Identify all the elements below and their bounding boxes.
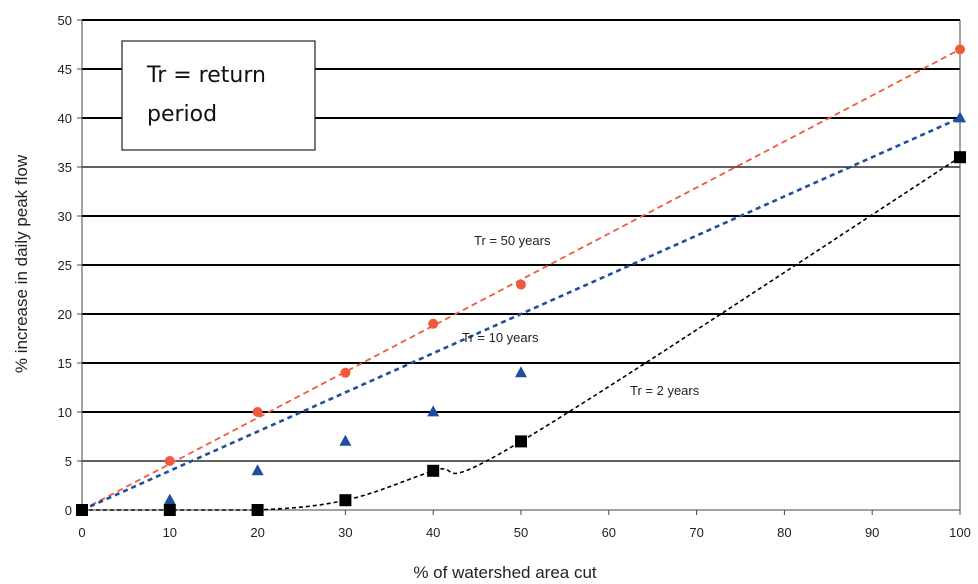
y-tick-label-40: 40 — [58, 111, 72, 126]
series-line-2 — [82, 156, 961, 511]
y-tick-label-5: 5 — [65, 454, 72, 469]
x-tick-label-60: 60 — [602, 525, 616, 540]
series-1 — [76, 111, 966, 515]
y-tick-label-50: 50 — [58, 13, 72, 28]
y-tick-label-45: 45 — [58, 62, 72, 77]
series-1-point-4 — [427, 405, 440, 417]
series-label-tr50: Tr = 50 years — [474, 233, 551, 248]
y-tick-label-15: 15 — [58, 356, 72, 371]
series-1-point-5 — [515, 366, 527, 378]
series-1-point-1 — [163, 493, 176, 505]
annotation-box: Tr = return period — [121, 40, 316, 151]
series-label-tr2: Tr = 2 years — [630, 383, 700, 398]
annotation-line-1: Tr = return — [146, 63, 266, 88]
series-line-1 — [81, 116, 961, 512]
x-tick-label-50: 50 — [514, 525, 528, 540]
series-2-point-3 — [339, 494, 352, 507]
series-2-point-1 — [163, 504, 176, 516]
y-tick-label-35: 35 — [58, 160, 72, 175]
series-2-point-6 — [954, 151, 966, 164]
x-tick-label-10: 10 — [163, 525, 177, 540]
series-1-point-2 — [251, 464, 264, 476]
series-0-point-1 — [164, 456, 175, 466]
x-tick-label-90: 90 — [865, 525, 879, 540]
y-tick-label-30: 30 — [58, 209, 72, 224]
series-2 — [76, 151, 966, 516]
y-tick-label-25: 25 — [58, 258, 72, 273]
x-axis-title: % of watershed area cut — [413, 563, 597, 582]
series-1-point-6 — [954, 111, 966, 123]
series-group — [76, 44, 966, 516]
x-tick-label-30: 30 — [338, 525, 352, 540]
y-tick-label-10: 10 — [58, 405, 72, 420]
series-label-tr10: Tr = 10 years — [462, 330, 539, 345]
series-0-point-2 — [252, 407, 263, 417]
series-1-point-3 — [339, 434, 352, 446]
y-tick-labels: 0 5 10 15 20 25 30 35 40 45 50 — [58, 13, 82, 518]
series-2-point-2 — [251, 504, 264, 516]
y-tick-label-0: 0 — [65, 503, 72, 518]
series-0-point-3 — [340, 367, 351, 378]
x-tick-labels: 0 10 20 30 40 50 60 70 80 90 100 — [78, 510, 971, 540]
x-tick-label-100: 100 — [949, 525, 971, 540]
x-tick-label-70: 70 — [689, 525, 703, 540]
series-2-point-0 — [76, 504, 88, 516]
x-tick-label-20: 20 — [250, 525, 264, 540]
series-2-point-5 — [515, 435, 527, 448]
series-2-point-4 — [427, 464, 440, 477]
y-tick-label-20: 20 — [58, 307, 72, 322]
x-tick-label-80: 80 — [777, 525, 791, 540]
series-0-point-4 — [428, 318, 439, 329]
x-tick-label-40: 40 — [426, 525, 440, 540]
series-0-point-5 — [516, 279, 526, 290]
series-0-point-6 — [955, 44, 965, 55]
gridlines — [82, 19, 960, 462]
annotation-line-2: period — [147, 102, 217, 127]
x-tick-label-0: 0 — [78, 525, 85, 540]
y-axis-title: % increase in daily peak flow — [12, 154, 31, 373]
series-0 — [77, 44, 965, 515]
